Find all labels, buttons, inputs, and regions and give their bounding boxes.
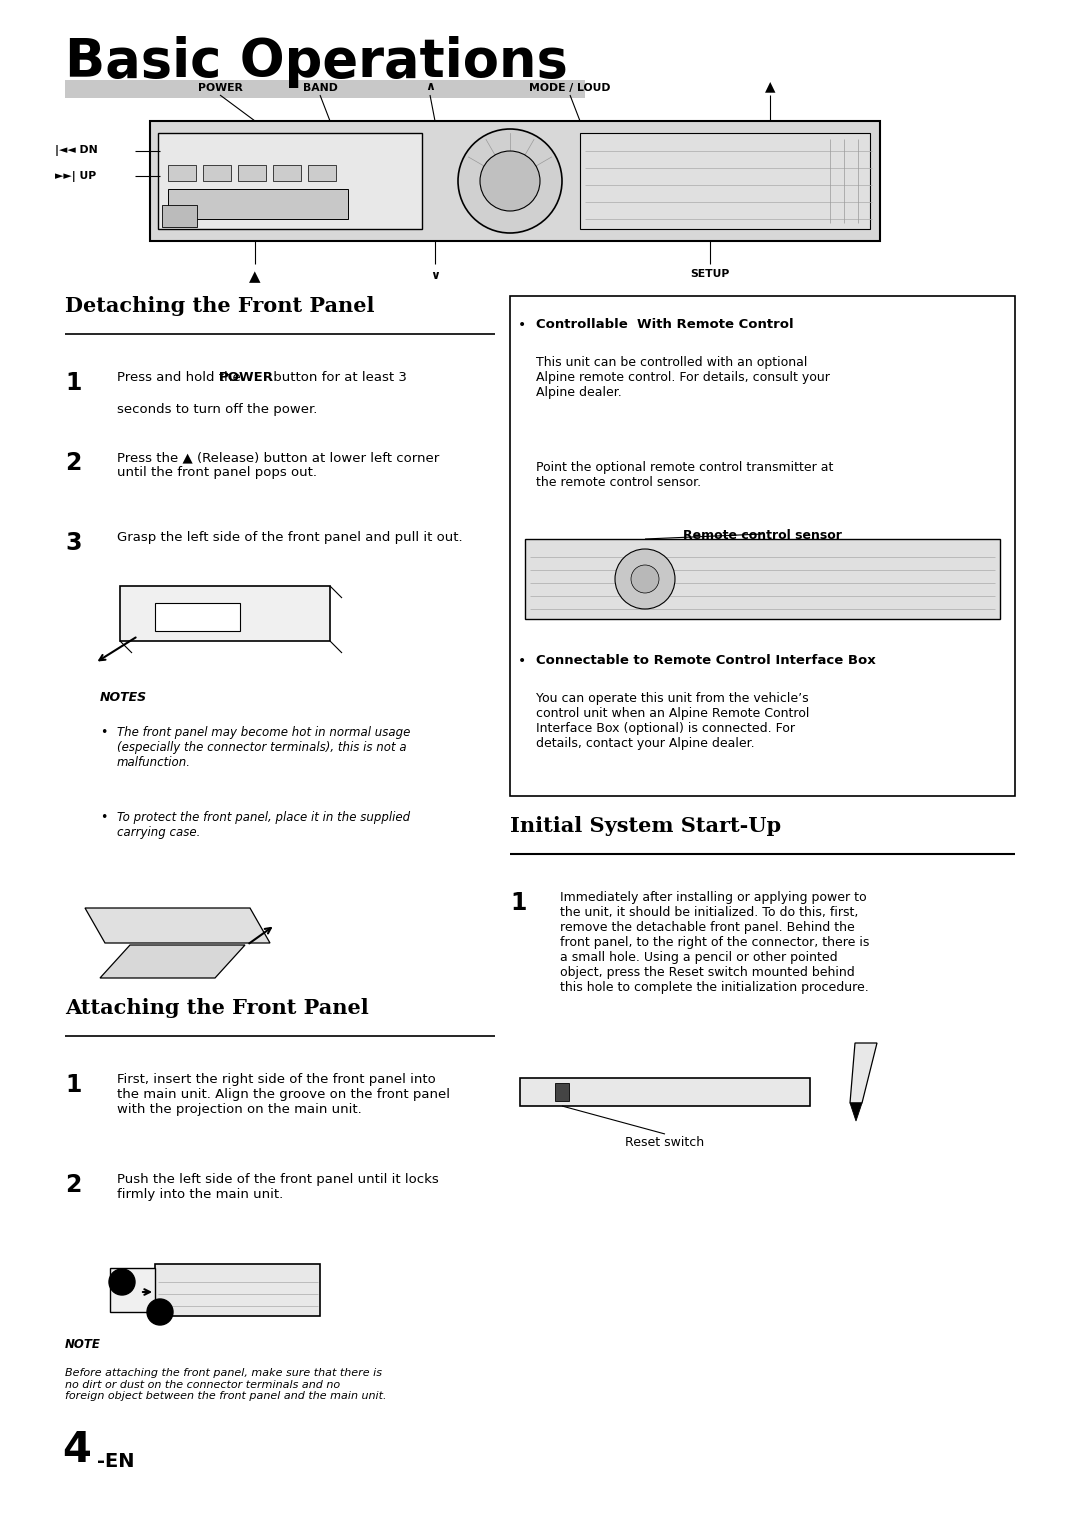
Bar <box>65 79 585 98</box>
Text: ►►| UP: ►►| UP <box>55 171 96 182</box>
Text: Initial System Start-Up: Initial System Start-Up <box>510 816 781 836</box>
Bar <box>519 1077 810 1106</box>
Text: This unit can be controlled with an optional
Alpine remote control. For details,: This unit can be controlled with an opti… <box>536 356 829 398</box>
Text: You can operate this unit from the vehicle’s
control unit when an Alpine Remote : You can operate this unit from the vehic… <box>536 691 809 749</box>
Text: -EN: -EN <box>97 1453 135 1471</box>
Text: To protect the front panel, place it in the supplied
carrying case.: To protect the front panel, place it in … <box>117 810 410 839</box>
Text: •: • <box>100 810 107 824</box>
Bar <box>238 165 266 182</box>
Bar <box>120 586 330 641</box>
Text: NOTES: NOTES <box>100 691 147 703</box>
Text: 1: 1 <box>65 371 81 395</box>
Bar <box>158 133 422 229</box>
Text: Connectable to Remote Control Interface Box: Connectable to Remote Control Interface … <box>536 655 876 667</box>
Text: Remote control sensor: Remote control sensor <box>683 530 842 542</box>
Text: 1: 1 <box>65 1073 81 1097</box>
Text: Press the ▲ (Release) button at lower left corner
until the front panel pops out: Press the ▲ (Release) button at lower le… <box>117 452 440 479</box>
Bar <box>156 1264 320 1315</box>
Polygon shape <box>850 1103 862 1122</box>
Circle shape <box>109 1270 135 1296</box>
Bar <box>162 204 197 227</box>
Text: 3: 3 <box>65 531 81 555</box>
Text: POWER: POWER <box>219 371 274 385</box>
Bar <box>203 165 231 182</box>
Text: Push the left side of the front panel until it locks
firmly into the main unit.: Push the left side of the front panel un… <box>117 1173 438 1201</box>
Text: SETUP: SETUP <box>690 269 730 279</box>
Text: ∨: ∨ <box>430 269 440 282</box>
Text: •: • <box>100 726 107 739</box>
Text: |◄◄ DN: |◄◄ DN <box>55 145 98 157</box>
Text: button for at least 3: button for at least 3 <box>269 371 407 385</box>
Text: •: • <box>518 655 526 668</box>
Text: The front panel may become hot in normal usage
(especially the connector termina: The front panel may become hot in normal… <box>117 726 410 769</box>
Circle shape <box>147 1299 173 1325</box>
Text: Detaching the Front Panel: Detaching the Front Panel <box>65 296 375 316</box>
Text: Before attaching the front panel, make sure that there is
no dirt or dust on the: Before attaching the front panel, make s… <box>65 1367 387 1401</box>
Text: BAND: BAND <box>302 82 337 93</box>
Text: 2: 2 <box>65 1173 81 1196</box>
Text: 1: 1 <box>157 1306 163 1317</box>
Bar <box>168 189 348 220</box>
Text: POWER: POWER <box>198 82 242 93</box>
Text: 1: 1 <box>510 891 526 916</box>
Text: ▲: ▲ <box>765 79 775 93</box>
Text: First, insert the right side of the front panel into
the main unit. Align the gr: First, insert the right side of the fron… <box>117 1073 450 1116</box>
Polygon shape <box>100 945 245 978</box>
Bar <box>168 165 195 182</box>
Polygon shape <box>850 1042 877 1103</box>
Text: seconds to turn off the power.: seconds to turn off the power. <box>117 403 318 417</box>
Text: •: • <box>518 317 526 333</box>
Text: NOTE: NOTE <box>65 1338 100 1351</box>
Circle shape <box>480 151 540 211</box>
Text: Reset switch: Reset switch <box>625 1135 704 1149</box>
Circle shape <box>615 549 675 609</box>
Bar <box>580 133 870 229</box>
Bar <box>308 165 336 182</box>
Text: Grasp the left side of the front panel and pull it out.: Grasp the left side of the front panel a… <box>117 531 462 543</box>
Text: MODE / LOUD: MODE / LOUD <box>529 82 611 93</box>
Bar <box>156 603 240 630</box>
Text: 4: 4 <box>62 1428 91 1471</box>
Text: 2: 2 <box>119 1277 125 1286</box>
Bar <box>510 296 1015 797</box>
Text: Basic Operations: Basic Operations <box>65 37 568 89</box>
Polygon shape <box>85 908 270 943</box>
Text: ∧: ∧ <box>426 79 435 93</box>
Text: Point the optional remote control transmitter at
the remote control sensor.: Point the optional remote control transm… <box>536 461 834 488</box>
Text: 2: 2 <box>65 452 81 475</box>
Bar <box>555 1083 569 1100</box>
Text: Controllable  With Remote Control: Controllable With Remote Control <box>536 317 794 331</box>
Circle shape <box>458 130 562 233</box>
Circle shape <box>631 565 659 594</box>
Text: ▲: ▲ <box>249 269 260 284</box>
Bar <box>273 165 301 182</box>
Text: Attaching the Front Panel: Attaching the Front Panel <box>65 998 368 1018</box>
Text: Press and hold the: Press and hold the <box>117 371 245 385</box>
Bar <box>150 121 880 241</box>
Text: Immediately after installing or applying power to
the unit, it should be initial: Immediately after installing or applying… <box>561 891 869 993</box>
Bar <box>525 539 1000 620</box>
Bar <box>110 1268 156 1312</box>
